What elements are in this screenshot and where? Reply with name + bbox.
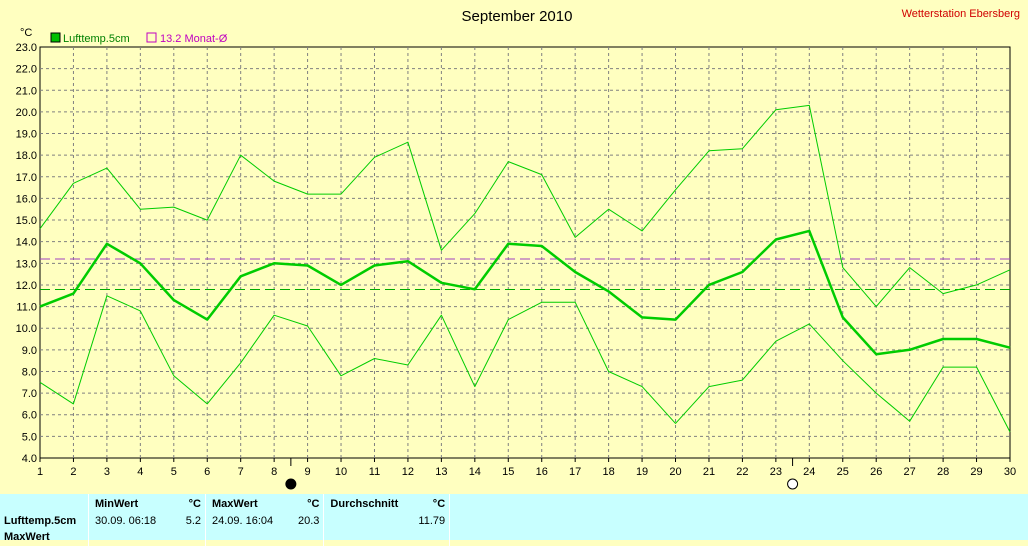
- y-tick-label: 11.0: [16, 302, 37, 314]
- y-tick-label: 19.0: [16, 129, 37, 141]
- x-tick-label: 23: [770, 466, 782, 478]
- x-tick-label: 4: [137, 466, 143, 478]
- y-tick-label: 20.0: [16, 107, 37, 119]
- legend-label-air: Lufttemp.5cm: [63, 33, 130, 45]
- x-tick-label: 2: [70, 466, 76, 478]
- y-tick-label: 15.0: [16, 215, 37, 227]
- stats-table: MinWert °C MaxWert °C Durchschnitt °C Lu…: [0, 494, 463, 546]
- station-name: Wetterstation Ebersberg: [902, 8, 1020, 20]
- avg-unit: °C: [432, 498, 446, 510]
- y-tick-label: 6.0: [22, 410, 37, 422]
- reference-lines: [40, 258, 1010, 290]
- y-tick-labels: 4.0 5.0 6.0 7.0 8.0 9.0 10.0 11.0 12.0 13.0 14.0 15…: [16, 42, 37, 465]
- y-tick-label: 4.0: [22, 453, 37, 465]
- min-header: MinWert: [88, 494, 177, 514]
- x-tick-label: 25: [837, 466, 849, 478]
- y-tick-label: 18.0: [16, 150, 37, 162]
- min-time: 30.09. 06:18: [88, 514, 177, 528]
- y-tick-label: 22.0: [16, 64, 37, 76]
- legend-swatch-air: [50, 32, 61, 43]
- x-tick-label: 22: [736, 466, 748, 478]
- x-tick-label: 18: [602, 466, 614, 478]
- series-line-mean: [39, 229, 1011, 356]
- max-value: 20.3: [298, 515, 320, 527]
- max-unit: °C: [307, 498, 320, 510]
- x-tick-label: 13: [435, 466, 447, 478]
- x-tick-label: 3: [104, 466, 110, 478]
- full-moon-icon: [787, 478, 799, 490]
- x-tick-label: 7: [238, 466, 244, 478]
- new-moon-icon: [285, 478, 297, 490]
- x-tick-label: 27: [904, 466, 916, 478]
- y-tick-label: 17.0: [16, 172, 37, 184]
- x-tick-label: 26: [870, 466, 882, 478]
- min-value: 5.2: [185, 515, 201, 527]
- stats-panel: MinWert °C MaxWert °C Durchschnitt °C Lu…: [0, 494, 1028, 546]
- y-tick-label: 8.0: [22, 366, 37, 378]
- y-tick-label: 5.0: [22, 431, 37, 443]
- y-tick-label: 13.0: [16, 258, 37, 270]
- avg-header: Durchschnitt: [323, 494, 415, 514]
- plot-area: [39, 46, 1011, 459]
- y-tick-label: 12.0: [16, 280, 37, 292]
- legend-swatch-avg: [146, 32, 157, 43]
- x-tick-label: 11: [369, 466, 380, 478]
- x-tick-label: 14: [469, 466, 481, 478]
- stats-row-partial: MaxWert: [4, 531, 50, 543]
- x-tick-label: 8: [271, 466, 277, 478]
- x-tick-label: 6: [204, 466, 210, 478]
- x-tick-label: 15: [502, 466, 514, 478]
- y-axis-label: °C: [20, 27, 32, 39]
- x-tick-label: 21: [703, 466, 715, 478]
- y-tick-label: 9.0: [22, 345, 37, 357]
- temperature-chart: September 2010 Wetterstation Ebersberg °…: [16, 8, 1020, 490]
- x-tick-label: 10: [335, 466, 347, 478]
- x-tick-label: 28: [937, 466, 949, 478]
- x-tick-label: 19: [636, 466, 648, 478]
- min-unit: °C: [188, 498, 201, 510]
- x-tick-label: 17: [569, 466, 581, 478]
- y-tick-label: 21.0: [16, 85, 37, 97]
- x-tick-label: 9: [305, 466, 311, 478]
- y-tick-label: 14.0: [16, 237, 37, 249]
- max-header: MaxWert: [205, 494, 294, 514]
- y-tick-label: 7.0: [22, 388, 37, 400]
- series-line-min: [39, 295, 1011, 433]
- x-tick-labels: 1 2 3 4 5 6 7 8 9 10 11 12 13 14 15 16 17 18 19 20 21 22 23 24 2…: [37, 458, 1016, 478]
- x-tick-label: 16: [536, 466, 548, 478]
- x-tick-label: 5: [171, 466, 177, 478]
- max-time: 24.09. 16:04: [205, 514, 294, 528]
- x-tick-label: 24: [803, 466, 815, 478]
- y-tick-label: 23.0: [16, 42, 37, 54]
- x-tick-label: 30: [1004, 466, 1016, 478]
- chart-title: September 2010: [462, 8, 573, 25]
- x-tick-label: 1: [37, 466, 43, 478]
- series-lines: [39, 104, 1011, 433]
- series-line-max: [39, 104, 1011, 308]
- x-tick-label: 29: [970, 466, 982, 478]
- avg-value: 11.79: [418, 515, 446, 527]
- x-tick-label: 12: [402, 466, 414, 478]
- legend: Lufttemp.5cm 13.2 Monat-Ø: [50, 32, 228, 45]
- grid: [40, 47, 1010, 458]
- x-tick-label: 20: [669, 466, 681, 478]
- stats-row-label: Lufttemp.5cm: [4, 515, 77, 527]
- y-tick-label: 16.0: [16, 193, 37, 205]
- legend-label-avg: 13.2 Monat-Ø: [160, 33, 228, 45]
- y-tick-label: 10.0: [16, 323, 37, 335]
- moon-phases: [285, 458, 799, 490]
